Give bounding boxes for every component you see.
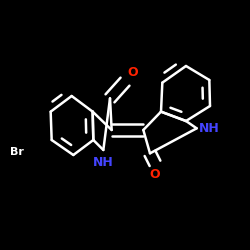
Text: O: O xyxy=(150,168,160,181)
Text: O: O xyxy=(128,66,138,79)
Text: NH: NH xyxy=(199,122,220,135)
Text: NH: NH xyxy=(93,156,114,169)
Text: Br: Br xyxy=(10,147,24,157)
